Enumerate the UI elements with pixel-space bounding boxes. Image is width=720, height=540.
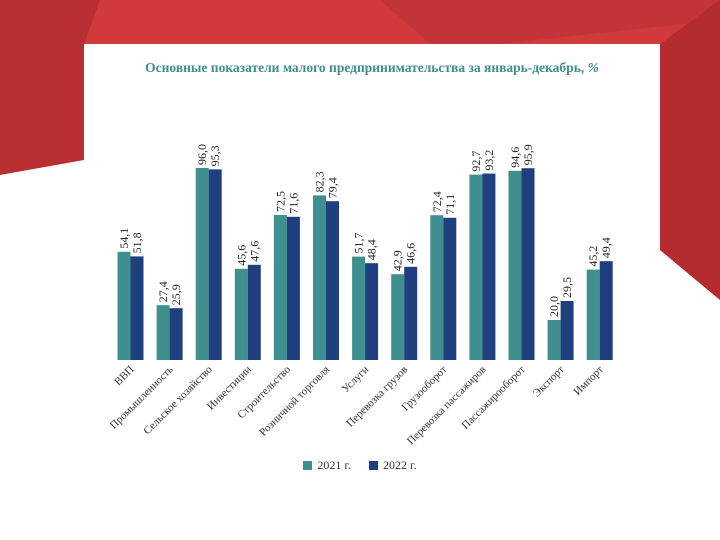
banner-dark-right (660, 0, 720, 300)
bar-2022-0 (130, 256, 144, 360)
bar-2021-11 (547, 320, 561, 360)
banner-dark-top (380, 0, 720, 44)
value-label-2021-5: 82,3 (313, 171, 327, 192)
bar-2022-8 (443, 217, 457, 360)
value-label-2022-12: 49,4 (599, 237, 613, 258)
value-label-2021-8: 72,4 (430, 191, 444, 212)
value-labels-layer: 54,1 51,8 27,4 25,9 96,0 95,3 45,647,6 72,5 71,6… (117, 144, 613, 317)
legend-label-2022: 2022 г. (383, 458, 417, 472)
category-label-2: Сельское хозяйство (141, 363, 215, 437)
bar-2021-2 (195, 168, 209, 360)
value-label-2021-12: 45,2 (586, 246, 600, 267)
legend-swatch-2022 (369, 461, 378, 470)
bar-2021-7 (391, 274, 405, 360)
value-label-2022-7: 46,6 (404, 243, 418, 264)
value-label-2021-7: 42,9 (391, 250, 405, 271)
category-label-12: Импорт (572, 364, 606, 398)
banner-dark-left (0, 0, 100, 175)
category-label-11: Экспорт (531, 364, 567, 400)
bar-2021-9 (469, 174, 483, 360)
value-label-2022-3: 47,6 (247, 241, 261, 262)
bar-2021-3 (234, 268, 248, 360)
legend-item-2022: 2022 г. (369, 458, 417, 473)
legend-swatch-2021 (303, 461, 313, 470)
value-label-2021-11: 20,0 (547, 296, 561, 317)
legend-label-2021: 2021 г. (317, 458, 351, 472)
bar-2021-8 (430, 215, 444, 360)
bar-2021-6 (352, 256, 366, 360)
bar-2021-1 (156, 305, 170, 360)
value-label-2022-1: 25,9 (169, 284, 183, 305)
bar-2021-5 (313, 195, 326, 360)
value-label-2021-1: 27,4 (156, 281, 170, 302)
bar-2022-1 (169, 308, 183, 360)
chart-title: Основные показатели малого предпринимате… (84, 60, 660, 76)
bar-2021-12 (586, 269, 600, 360)
chart-title-text: Основные показатели малого предпринимате… (145, 60, 585, 75)
value-label-2021-0: 54,1 (117, 228, 131, 249)
legend: 2021 г. 2022 г. (0, 458, 720, 473)
bar-2022-5 (326, 201, 339, 360)
category-label-0: ВВП (112, 364, 137, 389)
value-label-2021-9: 92,7 (469, 151, 483, 172)
bar-2022-9 (482, 173, 496, 360)
value-label-2021-2: 96,0 (195, 144, 209, 165)
value-label-2021-6: 51,7 (352, 233, 366, 254)
bar-2022-7 (404, 266, 418, 360)
value-label-2022-0: 51,8 (130, 232, 144, 253)
value-label-2022-8: 71,1 (443, 194, 457, 215)
value-label-2022-5: 79,4 (326, 177, 340, 198)
value-label-2022-10: 95,9 (521, 144, 535, 165)
value-label-2022-4: 71,6 (286, 193, 300, 214)
value-label-2022-9: 93,2 (482, 150, 496, 171)
value-label-2022-2: 95,3 (208, 145, 222, 166)
bar-2022-2 (208, 169, 222, 360)
value-label-2021-10: 94,6 (508, 147, 522, 168)
value-label-2022-6: 48,4 (365, 239, 379, 260)
chart-title-unit: % (587, 60, 599, 75)
bar-2022-4 (286, 216, 300, 360)
bar-2022-12 (599, 261, 613, 360)
bar-2021-4 (273, 215, 287, 360)
value-label-2021-4: 72,5 (273, 191, 287, 212)
category-label-6: Услуги (340, 364, 372, 396)
bar-2022-6 (365, 263, 379, 360)
bar-2022-11 (560, 301, 574, 360)
bar-2021-10 (508, 170, 522, 360)
bar-2022-3 (247, 264, 261, 360)
category-label-5: Розничной торговля (257, 364, 332, 439)
value-label-2022-11: 29,5 (560, 277, 574, 298)
bar-2022-10 (521, 168, 535, 360)
bar-2021-0 (117, 251, 131, 360)
bars-layer (117, 168, 613, 360)
legend-item-2021: 2021 г. (303, 458, 351, 473)
value-label-2021-3: 45,6 (234, 245, 248, 266)
